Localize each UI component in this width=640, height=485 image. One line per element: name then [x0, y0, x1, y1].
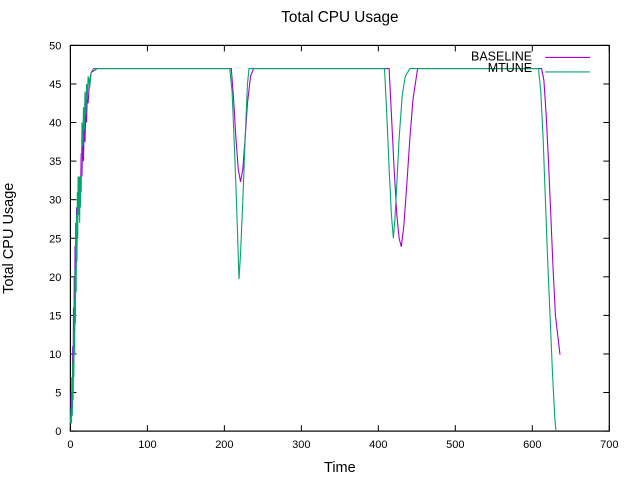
svg-text:300: 300: [292, 439, 310, 451]
svg-text:400: 400: [369, 439, 387, 451]
svg-text:500: 500: [446, 439, 464, 451]
svg-text:Total CPU Usage: Total CPU Usage: [281, 9, 398, 26]
svg-text:10: 10: [49, 349, 61, 361]
svg-text:600: 600: [523, 439, 541, 451]
svg-text:45: 45: [49, 79, 61, 91]
svg-text:100: 100: [138, 439, 156, 451]
svg-text:Time: Time: [324, 460, 356, 476]
svg-text:5: 5: [55, 388, 61, 400]
svg-text:35: 35: [49, 156, 61, 168]
svg-text:15: 15: [49, 310, 61, 322]
svg-text:40: 40: [49, 118, 61, 130]
svg-text:50: 50: [49, 40, 61, 52]
svg-text:MTUNE: MTUNE: [488, 61, 532, 75]
svg-text:0: 0: [67, 439, 73, 451]
svg-text:Total CPU Usage: Total CPU Usage: [1, 183, 17, 294]
svg-text:700: 700: [600, 439, 618, 451]
svg-text:25: 25: [49, 233, 61, 245]
svg-text:200: 200: [215, 439, 233, 451]
svg-text:30: 30: [49, 195, 61, 207]
svg-text:20: 20: [49, 272, 61, 284]
svg-text:0: 0: [55, 426, 61, 438]
